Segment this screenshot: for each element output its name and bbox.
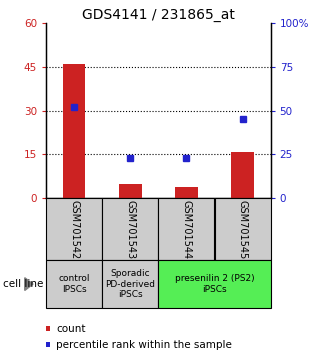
Text: Sporadic
PD-derived
iPSCs: Sporadic PD-derived iPSCs: [105, 269, 155, 299]
Bar: [102, 260, 158, 308]
Polygon shape: [25, 278, 33, 290]
Text: presenilin 2 (PS2)
iPSCs: presenilin 2 (PS2) iPSCs: [175, 274, 254, 294]
Title: GDS4141 / 231865_at: GDS4141 / 231865_at: [82, 8, 235, 22]
Bar: [214, 198, 271, 260]
Bar: [46, 342, 50, 347]
Text: count: count: [56, 324, 85, 334]
Text: GSM701542: GSM701542: [69, 200, 79, 259]
Text: GSM701545: GSM701545: [238, 200, 248, 259]
Bar: [46, 326, 50, 331]
Text: GSM701544: GSM701544: [182, 200, 191, 259]
Bar: [175, 187, 198, 198]
Bar: [158, 260, 271, 308]
Text: control
IPSCs: control IPSCs: [58, 274, 90, 294]
Bar: [158, 198, 215, 260]
Bar: [63, 64, 85, 198]
Bar: [231, 152, 254, 198]
Text: GSM701543: GSM701543: [125, 200, 135, 259]
Text: percentile rank within the sample: percentile rank within the sample: [56, 340, 232, 350]
Bar: [119, 184, 142, 198]
Text: cell line: cell line: [3, 279, 44, 289]
Bar: [102, 198, 158, 260]
Bar: [46, 260, 102, 308]
Bar: [46, 198, 102, 260]
